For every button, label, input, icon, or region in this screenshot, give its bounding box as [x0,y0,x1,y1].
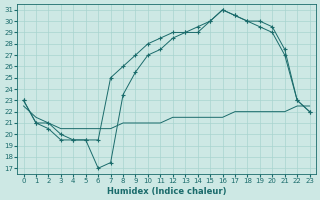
X-axis label: Humidex (Indice chaleur): Humidex (Indice chaleur) [107,187,226,196]
